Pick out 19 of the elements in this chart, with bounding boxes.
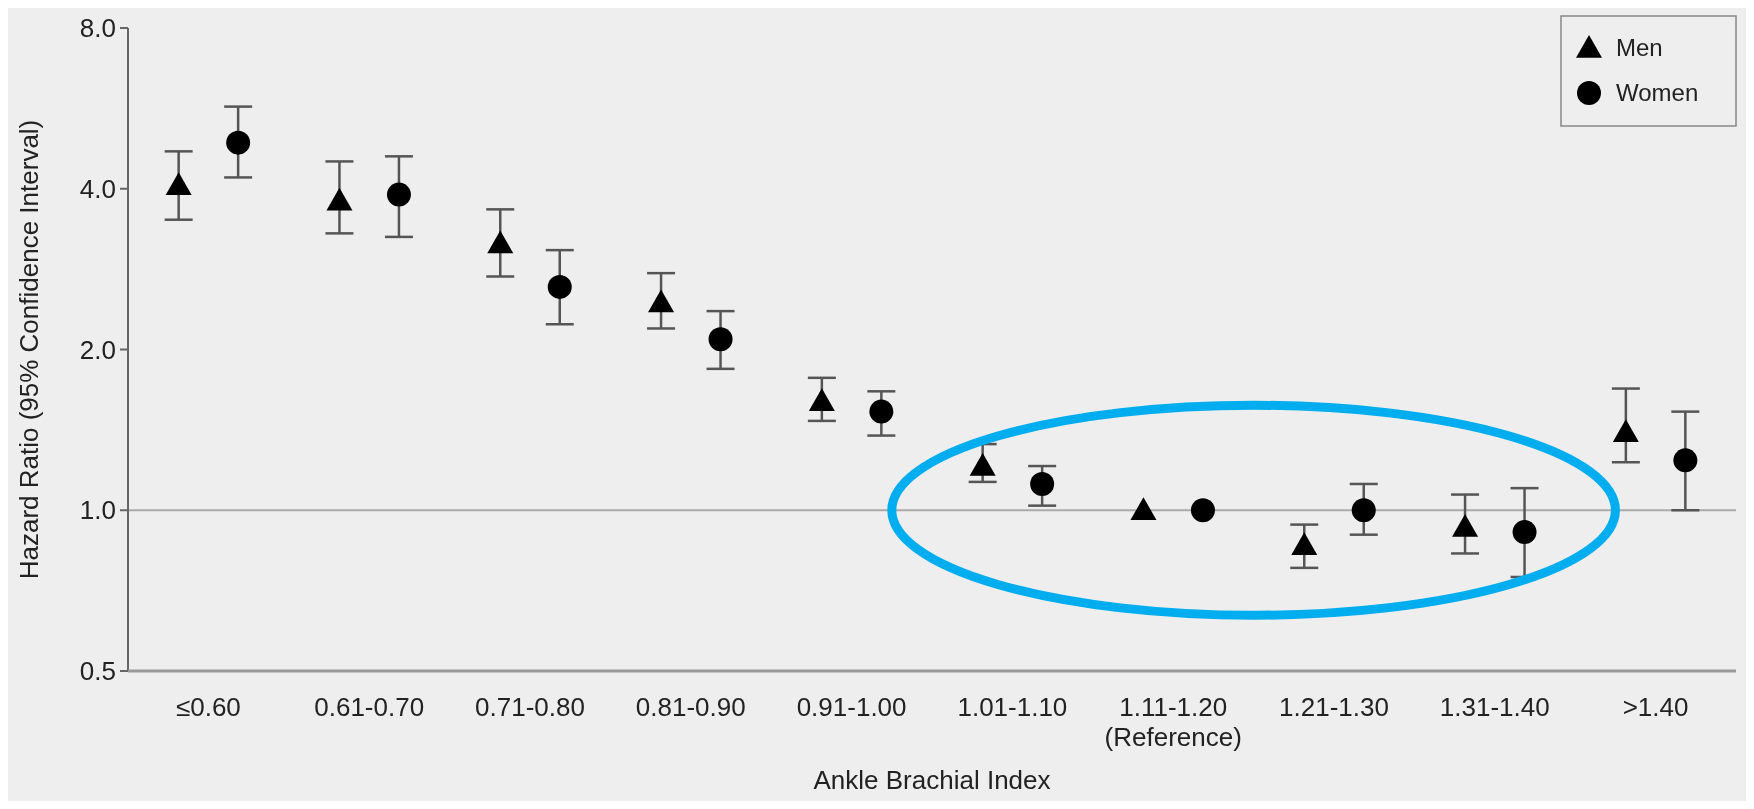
y-tick-label: 1.0 — [79, 495, 116, 526]
y-tick-label: 2.0 — [79, 334, 116, 365]
x-tick-label: 1.21-1.30 — [1279, 692, 1389, 722]
x-tick-label: 1.11-1.20 (Reference) — [1104, 692, 1242, 752]
legend-label: Men — [1616, 34, 1663, 62]
x-tick-label: 0.91-1.00 — [796, 692, 907, 722]
y-tick-label: 4.0 — [79, 173, 116, 204]
legend-label: Women — [1616, 79, 1699, 107]
y-tick-label: 8.0 — [79, 13, 116, 44]
x-tick-label: >1.40 — [1622, 692, 1689, 722]
x-tick-label: ≤0.60 — [175, 692, 241, 722]
y-axis-title: Hazard Ratio (95% Confidence Interval) — [14, 119, 44, 580]
x-tick-label: 0.61-0.70 — [314, 692, 425, 722]
x-axis-title: Ankle Brachial Index — [813, 765, 1051, 795]
x-tick-label: 0.81-0.90 — [635, 692, 746, 722]
y-tick-label: 0.5 — [79, 656, 116, 687]
x-tick-label: 1.31-1.40 — [1439, 692, 1550, 722]
x-tick-label: 1.01-1.10 — [957, 692, 1068, 722]
x-tick-label: 0.71-0.80 — [475, 692, 585, 722]
